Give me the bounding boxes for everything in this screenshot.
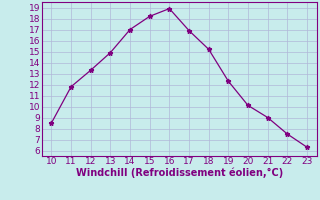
X-axis label: Windchill (Refroidissement éolien,°C): Windchill (Refroidissement éolien,°C): [76, 168, 283, 178]
